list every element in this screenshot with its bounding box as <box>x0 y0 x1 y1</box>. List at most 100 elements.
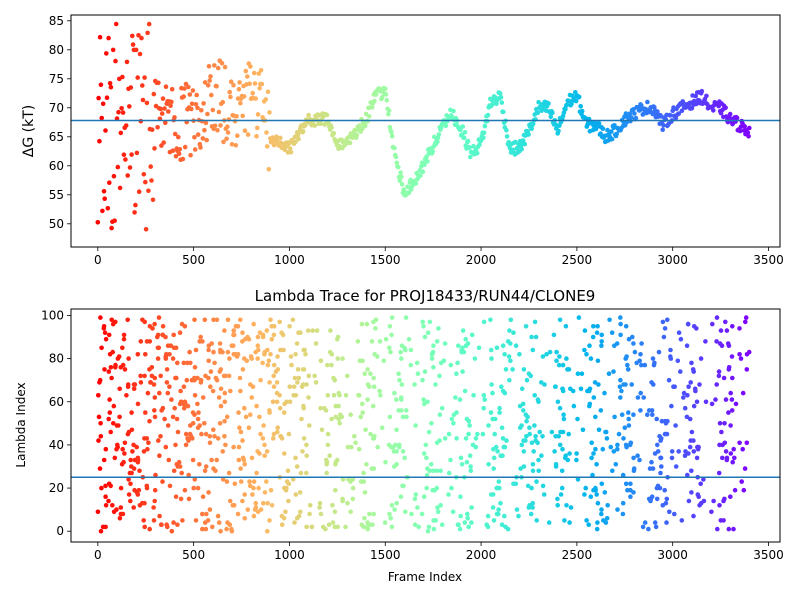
bottom-data-point <box>639 341 644 346</box>
bottom-data-point <box>645 412 650 418</box>
bottom-data-point <box>167 352 172 357</box>
top-data-point <box>189 101 195 107</box>
bottom-data-point <box>206 375 211 381</box>
bottom-data-point <box>586 522 591 527</box>
bottom-data-point <box>135 457 141 463</box>
bottom-data-point <box>439 405 445 411</box>
bottom-data-point <box>270 436 276 441</box>
top-y-ticks: 50 55 60 65 70 75 80 85 <box>49 14 71 231</box>
bottom-data-point <box>696 494 701 500</box>
bottom-data-point <box>98 315 103 320</box>
bottom-data-point <box>602 390 607 396</box>
bottom-data-point <box>260 360 265 366</box>
bottom-data-point <box>536 399 541 405</box>
bottom-data-point <box>675 358 681 364</box>
bottom-data-point <box>728 451 734 456</box>
top-data-point <box>498 95 504 100</box>
bottom-data-point <box>530 347 536 353</box>
x-tick-label: 2000 <box>466 548 497 562</box>
bottom-data-point <box>536 457 541 463</box>
bottom-data-point <box>587 343 592 349</box>
top-data-point <box>116 109 121 115</box>
bottom-data-point <box>574 457 579 463</box>
top-data-point <box>231 82 236 88</box>
bottom-data-point <box>525 483 531 489</box>
bottom-data-point <box>491 466 497 471</box>
bottom-data-point <box>238 479 244 484</box>
bottom-data-point <box>497 410 502 415</box>
bottom-data-point <box>107 397 112 402</box>
bottom-data-point <box>181 405 187 411</box>
top-data-point <box>132 210 137 215</box>
top-data-point <box>245 132 251 137</box>
bottom-data-point <box>207 440 213 446</box>
bottom-data-point <box>631 466 637 471</box>
bottom-data-point <box>638 408 643 413</box>
bottom-data-point <box>200 395 206 400</box>
bottom-data-point <box>589 440 594 446</box>
bottom-data-point <box>96 393 101 398</box>
bottom-data-point <box>599 481 605 487</box>
top-data-point <box>137 51 143 57</box>
bottom-data-point <box>507 377 512 383</box>
bottom-data-point <box>121 336 127 342</box>
top-data-point <box>210 107 216 113</box>
bottom-data-point <box>429 356 435 361</box>
bottom-data-point <box>327 349 333 355</box>
top-data-point <box>214 83 219 89</box>
bottom-data-point <box>193 518 199 523</box>
bottom-data-point <box>175 360 180 366</box>
bottom-data-point <box>694 326 699 331</box>
top-data-point <box>127 104 132 109</box>
bottom-data-point <box>112 455 118 461</box>
top-data-point <box>393 154 399 160</box>
y-tick-label: 70 <box>49 101 64 115</box>
top-data-point <box>97 34 103 40</box>
bottom-data-point <box>489 382 494 387</box>
bottom-data-point <box>400 414 406 420</box>
bottom-data-point <box>361 479 367 484</box>
bottom-data-point <box>319 427 325 433</box>
bottom-data-point <box>211 349 216 355</box>
top-data-point <box>108 84 114 90</box>
top-data-point <box>155 125 160 130</box>
y-tick-label: 40 <box>49 438 64 452</box>
top-data-point <box>160 96 166 101</box>
top-data-point <box>99 115 104 121</box>
bottom-data-point <box>559 468 565 474</box>
bottom-data-point <box>534 518 539 523</box>
top-data-point <box>109 225 114 231</box>
top-data-point <box>386 111 391 117</box>
top-data-point <box>101 189 107 194</box>
top-data-point <box>240 113 245 119</box>
bottom-data-point <box>561 412 566 418</box>
bottom-data-point <box>561 416 567 422</box>
bottom-data-point <box>668 347 673 353</box>
bottom-data-point <box>95 509 101 515</box>
top-data-point <box>100 208 105 214</box>
bottom-data-point <box>500 436 506 441</box>
bottom-data-point <box>286 431 292 437</box>
bottom-data-point <box>496 507 501 512</box>
bottom-data-point <box>143 352 148 357</box>
bottom-data-point <box>267 410 272 415</box>
bottom-data-point <box>556 362 562 368</box>
top-data-point <box>234 114 239 119</box>
bottom-data-point <box>511 330 516 336</box>
top-data-point <box>142 75 147 80</box>
bottom-data-point <box>724 328 730 333</box>
bottom-data-point <box>313 341 319 346</box>
bottom-data-point <box>186 472 191 478</box>
top-data-point <box>265 89 271 94</box>
bottom-data-point <box>206 358 211 364</box>
bottom-data-point <box>698 356 704 361</box>
bottom-data-point <box>324 470 330 476</box>
top-data-point <box>181 94 186 99</box>
bottom-data-point <box>527 431 532 437</box>
bottom-data-point <box>242 516 247 521</box>
bottom-data-point <box>650 356 656 361</box>
bottom-data-point <box>294 341 300 346</box>
top-data-point <box>482 123 488 129</box>
y-tick-label: 85 <box>49 14 64 28</box>
bottom-data-point <box>152 395 158 400</box>
